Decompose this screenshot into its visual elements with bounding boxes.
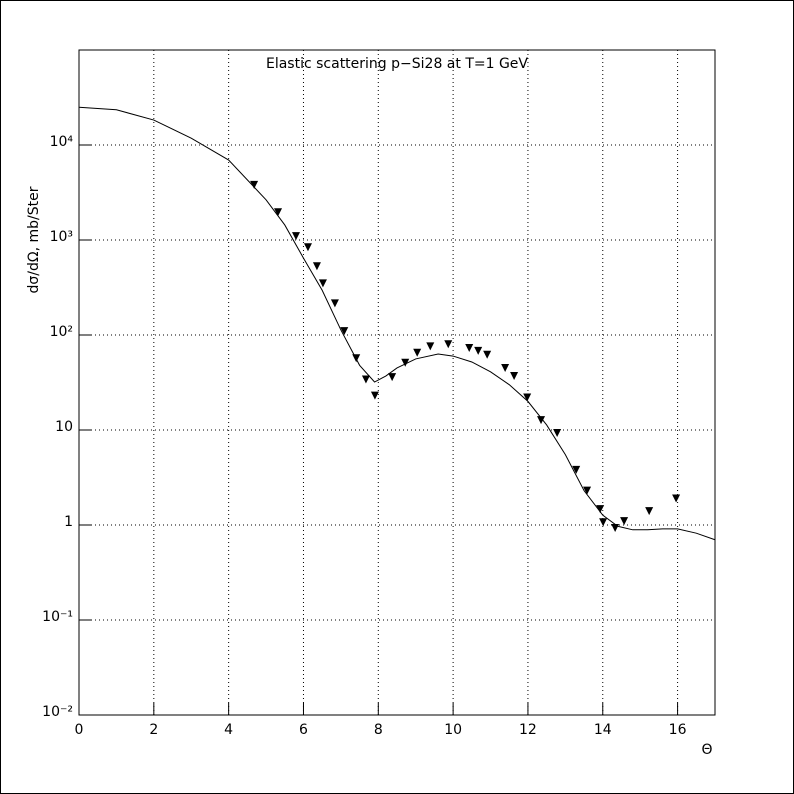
data-point xyxy=(388,373,397,382)
data-point xyxy=(501,363,510,372)
x-tick-label: 2 xyxy=(149,722,158,738)
data-point xyxy=(583,486,592,495)
data-point xyxy=(474,346,483,355)
y-axis-label: dσ/dΩ, mb/Ster xyxy=(26,186,42,293)
y-tick-label: 10 xyxy=(55,419,73,435)
x-tick-label: 14 xyxy=(594,722,612,738)
data-point xyxy=(510,372,519,381)
y-tick-label: 10³ xyxy=(50,229,73,245)
data-point xyxy=(330,299,339,308)
data-point xyxy=(426,342,435,351)
data-point xyxy=(312,262,321,271)
chart-title: Elastic scattering p−Si28 at T=1 GeV xyxy=(266,56,528,72)
data-point xyxy=(596,505,605,514)
x-tick-label: 6 xyxy=(299,722,308,738)
plot-frame xyxy=(78,49,716,716)
y-tick-label: 10⁻¹ xyxy=(42,609,73,625)
x-tick-label: 10 xyxy=(444,722,462,738)
data-point xyxy=(537,416,546,425)
data-point xyxy=(444,340,453,349)
data-point xyxy=(318,279,327,288)
data-point xyxy=(274,208,283,217)
x-tick-label: 16 xyxy=(669,722,687,738)
data-point xyxy=(523,393,532,402)
data-point xyxy=(361,375,370,384)
data-point xyxy=(303,243,312,252)
data-point xyxy=(401,358,410,367)
x-tick-label: 0 xyxy=(75,722,84,738)
data-point xyxy=(465,343,474,352)
x-tick-label: 12 xyxy=(519,722,537,738)
y-tick-label: 1 xyxy=(64,514,73,530)
data-point xyxy=(572,465,581,474)
data-point xyxy=(620,517,629,526)
data-point xyxy=(413,348,422,357)
curve xyxy=(78,106,716,541)
data-point xyxy=(645,507,654,516)
y-tick-label: 10⁻² xyxy=(42,704,73,720)
data-point xyxy=(553,428,562,437)
data-point xyxy=(250,180,259,189)
y-tick-label: 10² xyxy=(50,324,73,340)
x-tick-label: 8 xyxy=(374,722,383,738)
y-tick-label: 10⁴ xyxy=(50,134,74,150)
data-point xyxy=(291,232,300,241)
data-point xyxy=(611,523,620,532)
data-point xyxy=(340,327,349,336)
data-point xyxy=(483,350,492,359)
data-point xyxy=(672,494,681,503)
x-tick-label: 4 xyxy=(224,722,233,738)
x-axis-label: Θ xyxy=(701,742,712,758)
data-point xyxy=(599,518,608,527)
data-point xyxy=(370,391,379,400)
data-point xyxy=(352,354,361,363)
